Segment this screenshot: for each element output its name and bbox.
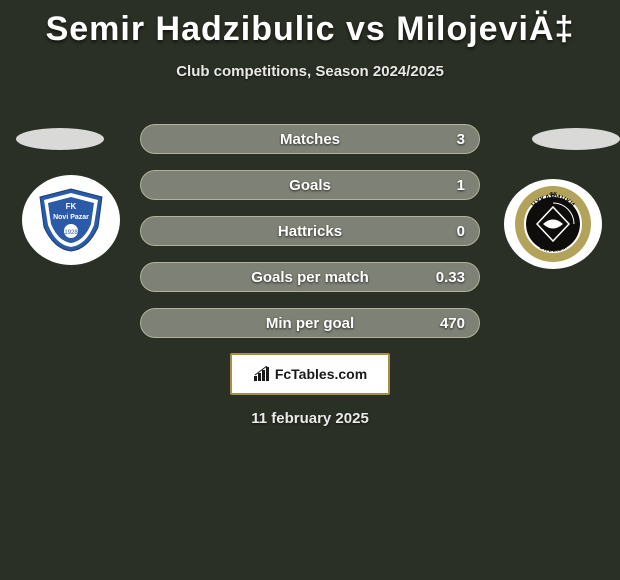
stat-label: Goals per match (251, 269, 369, 286)
brand-badge[interactable]: FcTables.com (230, 353, 390, 395)
stat-value: 1 (457, 177, 465, 194)
stat-label: Min per goal (266, 315, 354, 332)
date-text: 11 february 2025 (0, 410, 620, 427)
stats-panel: Matches 3 Goals 1 Hattricks 0 Goals per … (140, 124, 480, 354)
player-silhouette-left (16, 128, 104, 150)
stat-row-mpg: Min per goal 470 (140, 308, 480, 338)
club-badge-left: FK Novi Pazar 1928 (22, 175, 120, 265)
svg-text:1928: 1928 (64, 230, 78, 236)
player-silhouette-right (532, 128, 620, 150)
stat-value: 470 (440, 315, 465, 332)
stat-label: Matches (280, 131, 340, 148)
stat-value: 3 (457, 131, 465, 148)
cukaricki-icon: ФК ЧУКАРИЧКИ СТАНКОМ (514, 185, 592, 263)
stat-value: 0 (457, 223, 465, 240)
brand-text: FcTables.com (275, 366, 367, 382)
chart-icon (253, 366, 271, 382)
stat-row-goals: Goals 1 (140, 170, 480, 200)
stat-row-gpm: Goals per match 0.33 (140, 262, 480, 292)
subtitle: Club competitions, Season 2024/2025 (0, 63, 620, 80)
novi-pazar-icon: FK Novi Pazar 1928 (36, 187, 106, 253)
club-badge-right: ФК ЧУКАРИЧКИ СТАНКОМ (504, 179, 602, 269)
page-title: Semir Hadzibulic vs MilojeviÄ‡ (0, 0, 620, 49)
stat-value: 0.33 (436, 269, 465, 286)
svg-text:Novi Pazar: Novi Pazar (53, 214, 89, 221)
stat-label: Goals (289, 177, 331, 194)
stat-row-matches: Matches 3 (140, 124, 480, 154)
svg-text:FK: FK (66, 202, 77, 211)
stat-row-hattricks: Hattricks 0 (140, 216, 480, 246)
stat-label: Hattricks (278, 223, 342, 240)
